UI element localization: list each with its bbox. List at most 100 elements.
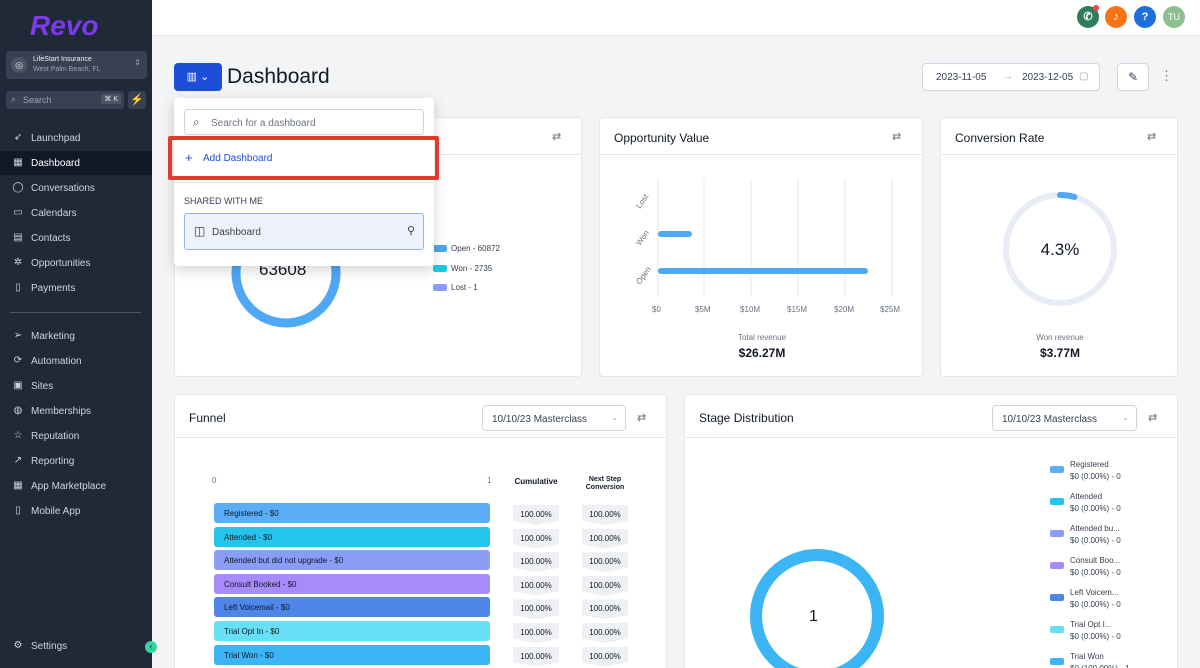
quick-action-bolt-icon[interactable]: ⚡ [128, 91, 146, 109]
revo-logo[interactable]: Revo [28, 8, 118, 42]
pin-icon[interactable]: ⚲ [406, 225, 415, 237]
sidebar-item-launchpad[interactable]: ➶ Launchpad [13, 132, 81, 144]
shared-dashboard-item[interactable]: ◫ Dashboard ⚲ [184, 213, 424, 250]
dashboard-switcher-button[interactable]: ▥ ⌄ [174, 63, 222, 91]
sidebar-item-memberships[interactable]: ◍ Memberships [13, 405, 92, 417]
settings-sliders-icon[interactable]: ⇄ [552, 131, 562, 143]
edit-dashboard-button[interactable]: ✎ [1117, 63, 1149, 91]
grid-icon: ▦ [13, 157, 23, 168]
gauge-arc [1003, 192, 1117, 306]
settings-sliders-icon[interactable]: ⇄ [1148, 412, 1158, 424]
sidebar-item-reporting[interactable]: ↗ Reporting [13, 455, 75, 467]
sidebar-item-marketing[interactable]: ➢ Marketing [13, 330, 75, 342]
legend-stage-value: $0 (100.00%) - 1 [1070, 664, 1130, 668]
help-icon[interactable]: ? [1134, 6, 1156, 28]
mobile-icon: ▯ [15, 505, 21, 516]
x-tick: $10M [740, 305, 760, 314]
add-dashboard-label: Add Dashboard [203, 153, 273, 164]
total-revenue-label: Total revenue [737, 333, 787, 342]
card-header-divider [175, 437, 666, 438]
legend-swatch [1050, 530, 1064, 537]
legend-stage-name: Registered [1070, 460, 1109, 469]
card-header-divider [941, 154, 1177, 155]
settings-sliders-icon[interactable]: ⇄ [1147, 131, 1157, 143]
donut-center-value: 1 [809, 608, 818, 625]
x-tick: $0 [652, 305, 661, 314]
sidebar-item-mobile-app[interactable]: ▯ Mobile App [0, 499, 152, 523]
user-avatar[interactable]: TU [1163, 6, 1185, 28]
card-title: Stage Distribution [699, 411, 794, 425]
search-icon: ⌕ [11, 94, 17, 104]
select-value: 10/10/23 Masterclass [492, 414, 588, 425]
opportunities-icon: ✲ [13, 257, 23, 268]
funnel-pipeline-select[interactable]: 10/10/23 Masterclass ⌄ [482, 405, 626, 431]
megaphone-icon[interactable]: ✆ [1077, 6, 1099, 28]
sidebar-item-app-marketplace[interactable]: ▦ App Marketplace [13, 480, 107, 492]
bar-open [658, 268, 868, 274]
location-switcher[interactable]: ◎ LifeStart Insurance West Palm Beach, F… [6, 51, 147, 79]
stage-distribution-card: Stage Distribution 10/10/23 Masterclass … [684, 394, 1178, 668]
sidebar-item-contacts[interactable]: ▤ Contacts [13, 232, 71, 244]
funnel-next-step-cell: 100.00% [582, 575, 628, 596]
sidebar-item-dashboard[interactable]: ▦ Dashboard [0, 151, 152, 175]
shared-dashboard-label: Dashboard [212, 227, 261, 238]
sites-icon: ▣ [13, 380, 23, 391]
stage-distribution-donut [750, 549, 884, 668]
x-tick: $20M [834, 305, 854, 314]
funnel-bar-label: Consult Booked - $0 [224, 579, 297, 589]
highlight-box [168, 136, 439, 180]
x-tick: $25M [880, 305, 900, 314]
grid-icon: ◫ [194, 224, 206, 238]
legend-won: Won - 2735 [451, 264, 493, 273]
won-revenue-label: Won revenue [1036, 333, 1084, 342]
sidebar-item-automation[interactable]: ⟳ Automation [13, 355, 82, 367]
add-dashboard-button[interactable]: + Add Dashboard [174, 143, 434, 171]
sidebar-item-opportunities[interactable]: ✲ Opportunities [13, 257, 91, 269]
funnel-next-step-cell: 100.00% [582, 505, 628, 525]
settings-sliders-icon[interactable]: ⇄ [892, 131, 902, 143]
dashboard-search-input[interactable]: ⌕ Search for a dashboard [184, 109, 424, 135]
chevron-down-icon: ⌄ [1122, 413, 1129, 422]
category-label-won: Won [634, 229, 651, 248]
marketplace-icon: ▦ [13, 480, 23, 491]
star-icon: ☆ [13, 430, 23, 441]
chat-icon: ◯ [12, 182, 24, 193]
conversion-rate-gauge [1003, 192, 1117, 306]
stage-pipeline-select[interactable]: 10/10/23 Masterclass ⌄ [992, 405, 1137, 431]
legend-swatch [1050, 498, 1064, 505]
calendar-icon: ▢ [1079, 71, 1089, 82]
funnel-next-step-cell: 100.00% [582, 623, 628, 643]
more-options-icon[interactable]: ⋮ [1160, 68, 1173, 83]
legend-stage-name: Attended [1070, 492, 1103, 501]
topbar: ✆ ♪ ? TU [152, 0, 1200, 36]
sidebar-search[interactable]: ⌕ Search ⌘ K [6, 91, 124, 109]
legend-lost: Lost - 1 [451, 283, 478, 292]
sidebar-item-payments[interactable]: ▯ Payments [0, 276, 152, 300]
sidebar-item-reputation[interactable]: ☆ Reputation [13, 430, 80, 442]
sidebar-item-sites[interactable]: ▣ Sites [13, 380, 54, 392]
dashboard-search-placeholder: Search for a dashboard [211, 118, 316, 129]
sidebar-item-calendars[interactable]: ▭ Calendars [13, 207, 77, 219]
settings-sliders-icon[interactable]: ⇄ [637, 412, 647, 424]
total-revenue-value: $26.27M [738, 346, 786, 360]
funnel-cumulative-cell: 100.00% [513, 528, 559, 549]
bell-icon[interactable]: ♪ [1105, 6, 1127, 28]
card-title: Funnel [189, 411, 226, 425]
sidebar-collapse-button[interactable]: ‹ [145, 641, 157, 653]
sidebar-item-settings[interactable]: ⚙ Settings [13, 640, 68, 652]
funnel-bar: Left Voicemail - $0 [214, 597, 490, 618]
date-range-picker[interactable]: 2023-11-05 → 2023-12-05 ▢ [922, 63, 1100, 91]
plus-icon: + [185, 150, 193, 165]
arrow-right-icon: → [1003, 71, 1013, 82]
legend-stage-value: $0 (0.00%) - 0 [1070, 536, 1121, 545]
chevron-down-icon: ⌄ [611, 413, 618, 422]
opportunity-value-card: Opportunity Value ⇄ Lost Won Open $0 $5M… [599, 117, 923, 377]
col-cumulative: Cumulative [514, 477, 558, 486]
calendar-icon: ▭ [13, 207, 23, 218]
legend-swatch [1050, 562, 1064, 569]
legend-stage-value: $0 (0.00%) - 0 [1070, 568, 1121, 577]
funnel-bar-label: Trial Won - $0 [224, 650, 274, 660]
sidebar-item-conversations[interactable]: ◯ Conversations [12, 182, 95, 194]
select-value: 10/10/23 Masterclass [1002, 414, 1098, 425]
funnel-bar-label: Attended - $0 [224, 532, 273, 542]
